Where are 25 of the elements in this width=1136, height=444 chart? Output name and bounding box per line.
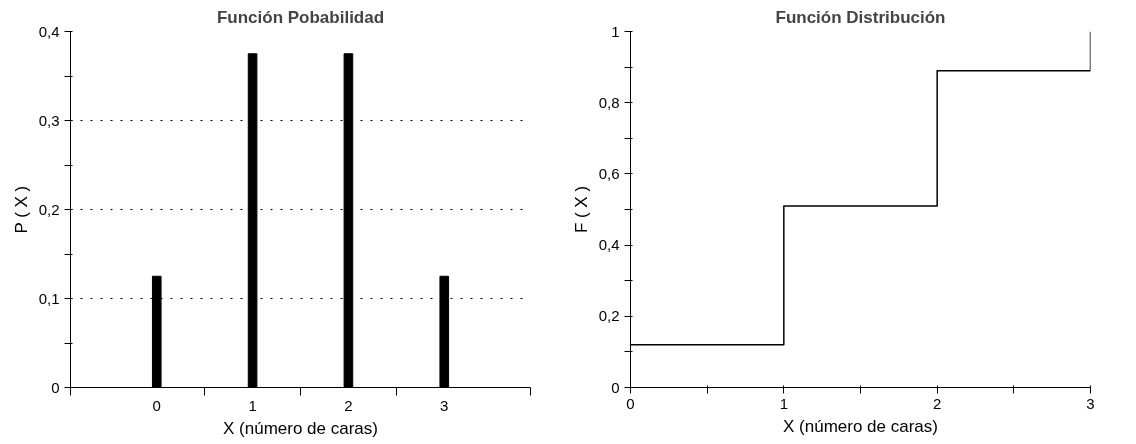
y-axis-title: P ( X ) bbox=[11, 185, 31, 234]
y-tick-label: 0,4 bbox=[598, 236, 620, 254]
y-axis-title: F ( X ) bbox=[571, 185, 591, 234]
y-tick-label: 0,3 bbox=[38, 111, 60, 129]
chart-title: Función Pobabilidad bbox=[216, 7, 385, 27]
y-tick-label: 0 bbox=[611, 378, 620, 396]
y-tick-label: 0,6 bbox=[598, 164, 620, 182]
x-tick-label: 1 bbox=[779, 394, 789, 412]
x-axis-title: X (número de caras) bbox=[783, 416, 938, 436]
x-tick-label: 2 bbox=[344, 396, 353, 414]
y-tick-label: 0,1 bbox=[38, 289, 60, 307]
x-tick-label: 3 bbox=[1086, 394, 1095, 412]
y-tick-label: 0,8 bbox=[598, 93, 620, 111]
y-tick-label: 0,4 bbox=[38, 22, 60, 40]
x-tick-label: 0 bbox=[152, 396, 161, 414]
y-tick-label: 1 bbox=[611, 22, 620, 40]
y-tick-label: 0,2 bbox=[38, 200, 60, 218]
x-tick-label: 3 bbox=[440, 396, 449, 414]
x-tick-label: 2 bbox=[933, 394, 942, 412]
y-tick-label: 0,2 bbox=[598, 307, 620, 325]
y-tick-label: 0 bbox=[51, 378, 60, 396]
x-tick-label: 1 bbox=[248, 396, 257, 414]
x-tick-label: 0 bbox=[626, 394, 635, 412]
x-axis-title: X (número de caras) bbox=[223, 418, 378, 438]
chart-title: Función Distribución bbox=[775, 7, 946, 27]
